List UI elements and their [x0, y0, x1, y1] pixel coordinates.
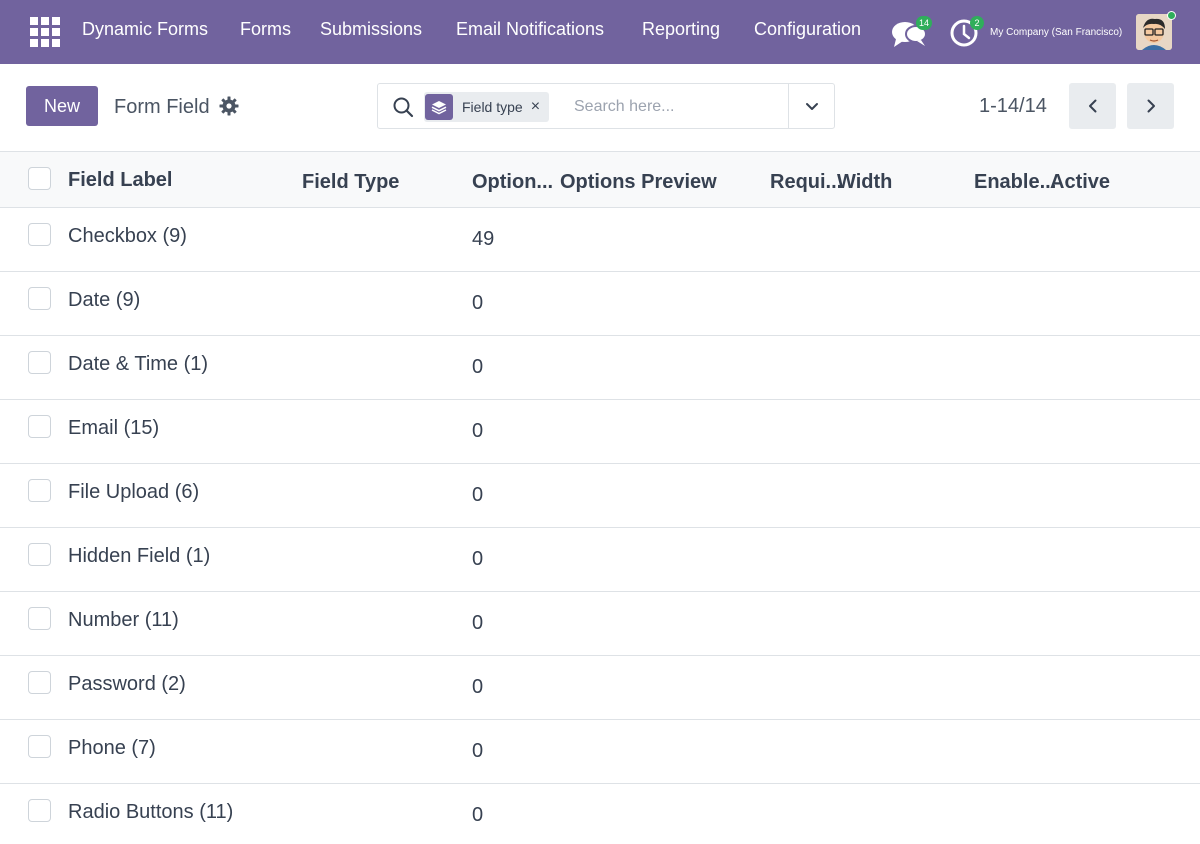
- pager-previous-button[interactable]: [1069, 83, 1116, 129]
- row-checkbox[interactable]: [28, 735, 51, 758]
- group-label: Password (2): [68, 673, 186, 695]
- group-label: Phone (7): [68, 737, 156, 759]
- group-row[interactable]: Radio Buttons (11) 0: [0, 784, 1200, 844]
- column-options-count[interactable]: Option...: [472, 171, 554, 193]
- group-row[interactable]: File Upload (6) 0: [0, 464, 1200, 528]
- group-options-count: 0: [472, 292, 484, 314]
- group-row[interactable]: Date (9) 0: [0, 272, 1200, 336]
- group-label: Date (9): [68, 289, 141, 311]
- group-options-count: 0: [472, 676, 484, 698]
- chevron-left-icon: [1088, 99, 1096, 113]
- messaging-menu[interactable]: 14: [890, 16, 933, 50]
- group-row[interactable]: Checkbox (9) 49: [0, 208, 1200, 272]
- row-checkbox[interactable]: [28, 351, 51, 374]
- breadcrumb-title: Form Field: [114, 96, 210, 118]
- row-checkbox[interactable]: [28, 799, 51, 822]
- row-checkbox[interactable]: [28, 287, 51, 310]
- group-row[interactable]: Number (11) 0: [0, 592, 1200, 656]
- group-row[interactable]: Date & Time (1) 0: [0, 336, 1200, 400]
- group-row[interactable]: Email (15) 0: [0, 400, 1200, 464]
- group-label: File Upload (6): [68, 481, 200, 503]
- group-label: Number (11): [68, 609, 179, 631]
- avatar-image: [1136, 14, 1172, 50]
- column-active[interactable]: Active: [1050, 171, 1111, 193]
- row-checkbox[interactable]: [28, 607, 51, 630]
- group-options-count: 0: [472, 484, 484, 506]
- column-enabled[interactable]: Enable...: [974, 171, 1057, 193]
- group-options-count: 0: [472, 804, 484, 826]
- apps-menu-icon[interactable]: [30, 17, 60, 47]
- presence-status-dot: [1167, 11, 1176, 20]
- group-options-count: 0: [472, 420, 484, 442]
- company-switcher[interactable]: My Company (San Francisco): [990, 27, 1123, 38]
- group-row[interactable]: Password (2) 0: [0, 656, 1200, 720]
- group-options-count: 0: [472, 356, 484, 378]
- gear-icon[interactable]: [219, 96, 239, 116]
- row-checkbox[interactable]: [28, 543, 51, 566]
- group-label: Email (15): [68, 417, 160, 439]
- user-avatar[interactable]: [1136, 14, 1172, 50]
- chevron-right-icon: [1147, 99, 1155, 113]
- row-checkbox[interactable]: [28, 479, 51, 502]
- activity-menu[interactable]: 2: [948, 16, 984, 50]
- list-header: Field Label Field Type Option... Options…: [0, 151, 1200, 208]
- group-row[interactable]: Hidden Field (1) 0: [0, 528, 1200, 592]
- group-options-count: 0: [472, 548, 484, 570]
- column-required[interactable]: Requi...: [770, 171, 843, 193]
- row-checkbox[interactable]: [28, 415, 51, 438]
- search-input[interactable]: [574, 94, 774, 120]
- column-options-preview[interactable]: Options Preview: [560, 171, 717, 193]
- group-options-count: 0: [472, 612, 484, 634]
- main-navbar: Dynamic Forms Forms Submissions Email No…: [0, 0, 1200, 64]
- nav-item-submissions[interactable]: Submissions: [320, 19, 423, 39]
- nav-item-forms[interactable]: Forms: [240, 19, 291, 39]
- column-field-type[interactable]: Field Type: [302, 171, 400, 193]
- column-width[interactable]: Width: [837, 171, 893, 193]
- group-options-count: 0: [472, 740, 484, 762]
- facet-remove-icon[interactable]: ×: [530, 98, 541, 115]
- nav-item-email-notifications[interactable]: Email Notifications: [456, 19, 605, 39]
- group-options-count: 49: [472, 228, 495, 250]
- clock-icon: [950, 19, 978, 47]
- group-label: Hidden Field (1): [68, 545, 211, 567]
- new-button[interactable]: New: [26, 86, 98, 126]
- row-checkbox[interactable]: [28, 223, 51, 246]
- chat-count-badge: 14: [916, 16, 933, 30]
- layers-icon: [425, 94, 453, 120]
- group-label: Radio Buttons (11): [68, 801, 234, 823]
- column-field-label[interactable]: Field Label: [68, 169, 173, 191]
- search-options-toggle[interactable]: [788, 84, 834, 128]
- search-facet: Field type ×: [424, 92, 550, 122]
- nav-brand[interactable]: Dynamic Forms: [82, 19, 209, 39]
- pager-value[interactable]: 1-14/14: [979, 95, 1047, 117]
- select-all-checkbox[interactable]: [28, 167, 51, 190]
- nav-item-configuration[interactable]: Configuration: [754, 19, 862, 39]
- search-icon[interactable]: [392, 96, 414, 118]
- activity-count-badge: 2: [970, 16, 984, 30]
- group-label: Date & Time (1): [68, 353, 209, 375]
- group-row[interactable]: Phone (7) 0: [0, 720, 1200, 784]
- row-checkbox[interactable]: [28, 671, 51, 694]
- facet-label: Field type: [462, 99, 523, 115]
- search-bar: Field type ×: [377, 83, 835, 129]
- pager-next-button[interactable]: [1127, 83, 1174, 129]
- chevron-down-icon: [805, 103, 818, 110]
- nav-item-reporting[interactable]: Reporting: [642, 19, 721, 39]
- group-label: Checkbox (9): [68, 225, 187, 247]
